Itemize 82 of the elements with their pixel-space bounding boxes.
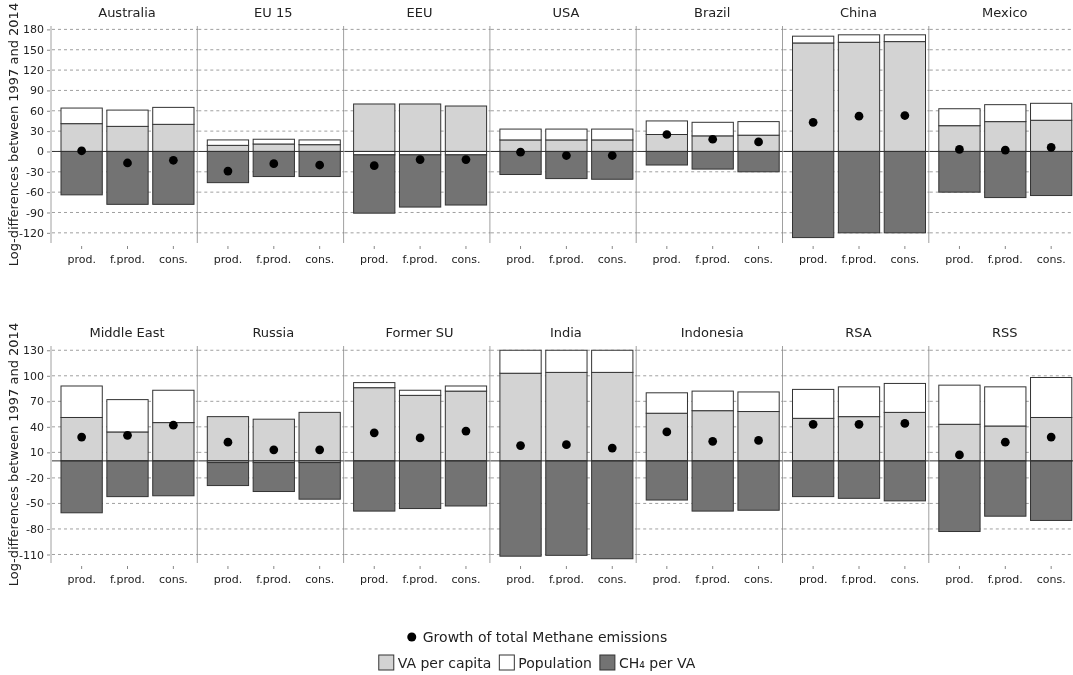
x-tick-label: prod.	[798, 252, 828, 266]
x-tick-label: prod.	[506, 252, 535, 266]
x-tick-label: f.prod.	[109, 252, 146, 266]
y-axis-title: Log-differences between 1997 and 2014	[6, 2, 21, 267]
x-tick-label: prod.	[360, 572, 389, 586]
x-tick-label: f.prod.	[256, 572, 292, 586]
y-tick-label: 10	[30, 446, 44, 460]
x-tick-label: prod.	[945, 572, 974, 586]
legend-label: VA per capita	[397, 655, 492, 671]
y-tick-label: 150	[23, 43, 44, 57]
chart-title: RSA	[845, 325, 872, 340]
chart-title: China	[839, 5, 878, 20]
y-tick-label: -120	[19, 226, 44, 240]
chart-title: Middle East	[89, 325, 165, 340]
x-tick-label: f.prod.	[987, 252, 1023, 266]
y-tick-label: -110	[19, 548, 44, 562]
legend-label: Population	[518, 655, 592, 671]
chart-title: EU 15	[254, 5, 293, 20]
x-tick-label: f.prod.	[987, 572, 1023, 586]
x-tick-label: f.prod.	[548, 252, 584, 266]
x-tick-label: cons.	[451, 572, 481, 586]
x-tick-label: cons.	[158, 252, 188, 266]
y-tick-label: -30	[26, 165, 44, 179]
y-tick-label: 40	[30, 420, 44, 434]
x-tick-label: f.prod.	[402, 252, 438, 266]
y-tick-label: 100	[23, 369, 44, 383]
x-tick-label: prod.	[945, 252, 974, 266]
x-tick-label: prod.	[67, 252, 96, 266]
y-axis-title: Log-differences between 1997 and 2014	[6, 322, 21, 587]
x-tick-label: prod.	[67, 572, 96, 586]
y-tick-label: -90	[26, 206, 44, 220]
y-tick-label: 30	[30, 125, 44, 139]
chart-title: EEU	[406, 5, 433, 20]
chart-title: Mexico	[982, 5, 1028, 20]
chart-title: USA	[552, 5, 580, 20]
y-tick-label: 90	[30, 84, 44, 98]
x-tick-label: f.prod.	[695, 252, 731, 266]
y-tick-label: 130	[23, 344, 44, 358]
x-tick-label: f.prod.	[402, 572, 438, 586]
chart-title: Former SU	[385, 325, 454, 340]
x-tick-label: cons.	[597, 572, 627, 586]
x-tick-label: prod.	[652, 252, 682, 266]
x-tick-label: prod.	[213, 572, 243, 586]
y-tick-label: 70	[30, 395, 44, 409]
chart-title: Australia	[98, 5, 156, 20]
y-tick-label: 180	[23, 23, 44, 37]
chart-title: India	[549, 325, 582, 340]
x-tick-label: cons.	[597, 252, 627, 266]
x-tick-label: f.prod.	[109, 572, 146, 586]
x-tick-label: cons.	[744, 572, 774, 586]
x-tick-label: f.prod.	[841, 572, 877, 586]
chart-title: Russia	[252, 325, 295, 340]
x-tick-label: cons.	[1036, 252, 1066, 266]
x-tick-label: cons.	[158, 572, 188, 586]
x-tick-label: f.prod.	[256, 252, 292, 266]
x-tick-label: prod.	[798, 572, 828, 586]
x-tick-label: cons.	[890, 252, 920, 266]
y-tick-label: 120	[23, 64, 44, 78]
x-tick-label: prod.	[506, 572, 535, 586]
y-tick-label: 60	[30, 104, 44, 118]
x-tick-label: prod.	[360, 252, 389, 266]
chart-title: Brazil	[694, 5, 731, 20]
x-tick-label: prod.	[213, 252, 243, 266]
y-tick-label: -60	[26, 186, 44, 200]
x-tick-label: cons.	[890, 572, 920, 586]
x-tick-label: cons.	[305, 572, 335, 586]
x-tick-label: f.prod.	[548, 572, 584, 586]
x-tick-label: cons.	[305, 252, 335, 266]
y-tick-label: -80	[26, 522, 44, 536]
y-tick-label: -50	[26, 497, 44, 511]
y-tick-label: 0	[37, 145, 44, 159]
legend-label: CH₄ per VA	[618, 655, 696, 671]
x-tick-label: f.prod.	[695, 572, 731, 586]
x-tick-label: f.prod.	[841, 252, 877, 266]
x-tick-label: cons.	[744, 252, 774, 266]
legend-label: Growth of total Methane emissions	[422, 629, 668, 645]
x-tick-label: prod.	[652, 572, 682, 586]
chart-title: RSS	[992, 325, 1018, 340]
x-tick-label: cons.	[451, 252, 481, 266]
chart-title: Indonesia	[680, 325, 744, 340]
x-tick-label: cons.	[1036, 572, 1066, 586]
y-tick-label: -20	[26, 471, 44, 485]
